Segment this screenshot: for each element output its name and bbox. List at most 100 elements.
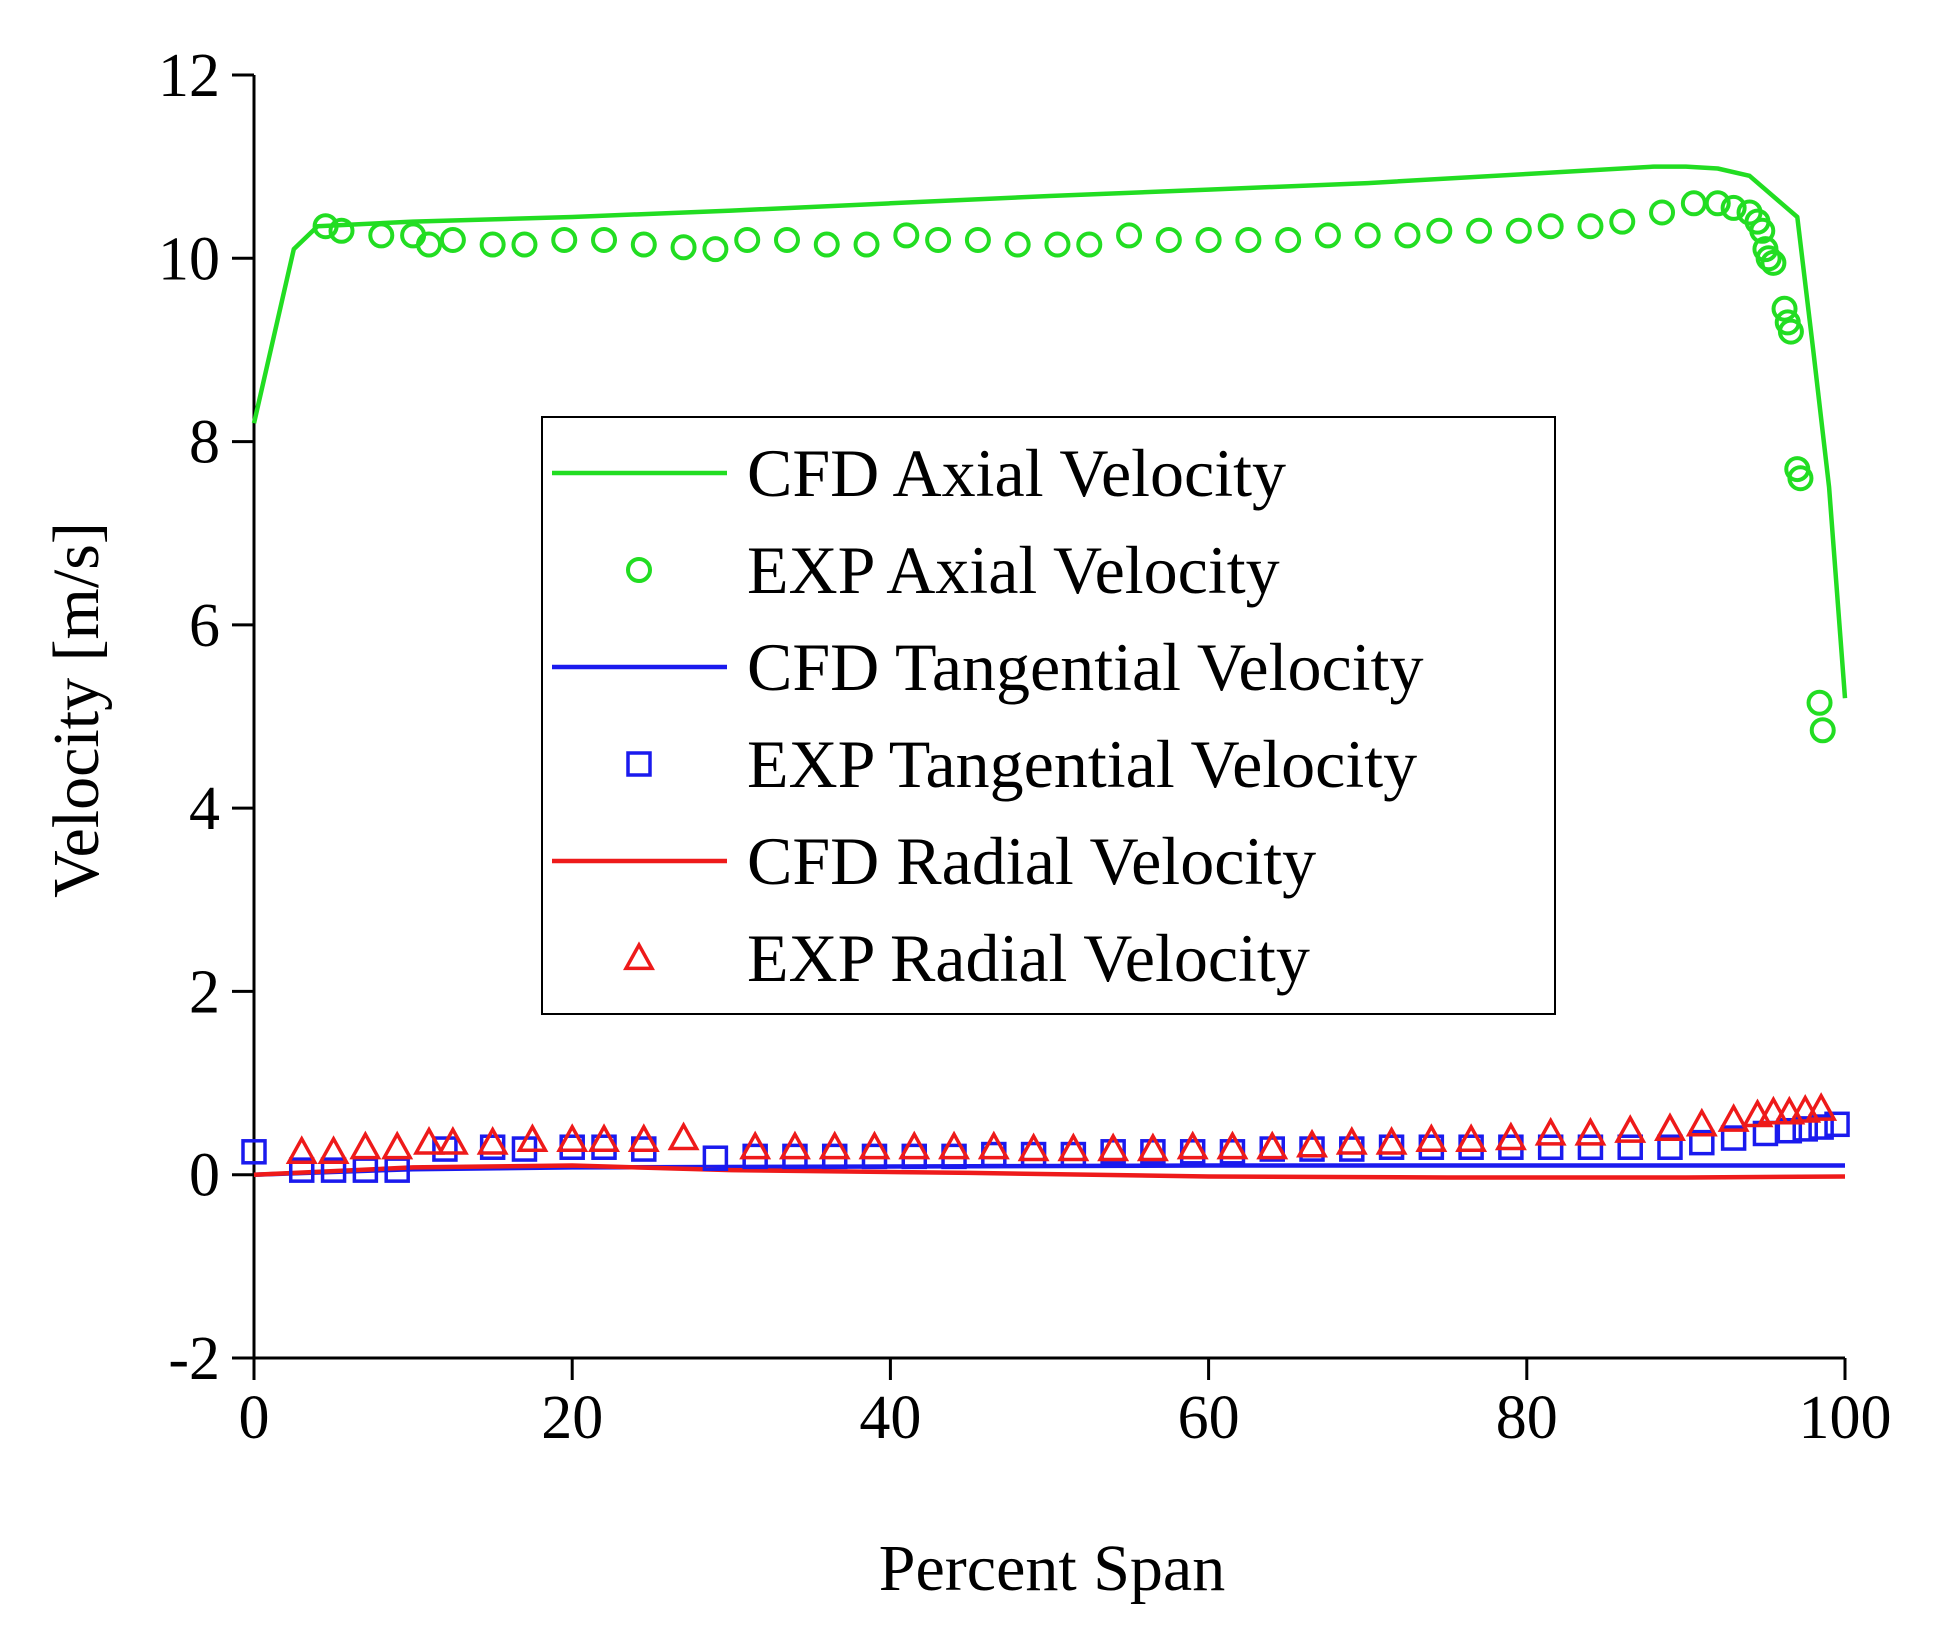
x-tick-label: 100 [1799,1384,1892,1452]
y-tick-label: 10 [158,225,220,293]
exp-tangential-velocity-point [1259,1136,1285,1162]
exp-axial-velocity-point [1195,226,1222,253]
exp-axial-velocity-point [630,231,657,258]
exp-tangential-velocity-point [702,1145,729,1171]
exp-radial-velocity-point [739,1130,772,1160]
exp-radial-velocity-point [627,1123,660,1153]
y-tick-label: 0 [189,1142,220,1210]
exp-axial-velocity-markers [312,190,1836,744]
exp-radial-velocity-point [858,1130,891,1160]
y-tick-label: 6 [189,592,220,660]
exp-axial-velocity-point [312,213,339,240]
exp-tangential-velocity-point [1776,1117,1803,1144]
exp-axial-velocity-point [1806,689,1833,716]
exp-axial-velocity-point [1787,465,1814,492]
exp-axial-velocity-point [1314,222,1341,249]
legend-label-cfd-radial-velocity: CFD Radial Velocity [747,823,1316,899]
exp-axial-velocity-point [1760,249,1787,276]
exp-axial-velocity-point [1749,217,1776,244]
exp-axial-velocity-point [1354,222,1381,249]
exp-axial-velocity-point [773,226,800,253]
exp-radial-velocity-point [317,1135,350,1164]
x-axis-title: Percent Span [879,1532,1225,1605]
cfd-radial-velocity-line [253,1163,1846,1180]
exp-radial-velocity-point [1375,1126,1408,1155]
x-tick-label: 80 [1496,1384,1558,1452]
cfd-axial-velocity-line [251,164,1848,699]
exp-axial-velocity-point [1609,208,1636,235]
exp-axial-velocity-point [1394,222,1421,249]
exp-axial-velocity-point [591,226,618,253]
exp-axial-velocity-point [1771,295,1798,322]
legend-swatch-exp-radial-velocity [623,941,655,971]
exp-radial-velocity-point [1097,1132,1130,1162]
exp-radial-velocity-point [1717,1103,1750,1132]
exp-tangential-velocity-point [479,1134,506,1160]
exp-tangential-velocity-point [1219,1139,1246,1165]
exp-radial-velocity-point [1256,1130,1289,1160]
exp-radial-velocity-point [1654,1112,1686,1142]
exp-axial-velocity-point [1720,194,1747,221]
exp-radial-velocity-point [1455,1123,1488,1153]
exp-axial-velocity-point [1505,217,1532,244]
exp-tangential-velocity-point [1657,1134,1683,1160]
exp-axial-velocity-point [1755,245,1782,272]
exp-axial-velocity-point [1426,217,1453,244]
exp-axial-velocity-point [1004,231,1031,258]
legend-swatch-exp-tangential-velocity [626,751,652,777]
exp-radial-velocity-markers [285,1092,1838,1164]
exp-radial-velocity-point [588,1123,620,1153]
exp-radial-velocity-point [1335,1126,1368,1155]
exp-tangential-velocity-point [1179,1139,1206,1165]
exp-axial-velocity-point [964,226,991,253]
exp-tangential-velocity-point [241,1139,267,1165]
legend-label-cfd-tangential-velocity: CFD Tangential Velocity [747,629,1423,705]
exp-axial-velocity-point [511,231,538,258]
exp-radial-velocity-point [1216,1130,1249,1160]
exp-axial-velocity-point [1680,190,1707,217]
exp-axial-velocity-point [1235,226,1262,253]
exp-axial-velocity-point [813,231,840,258]
x-tick-label: 40 [859,1384,921,1452]
exp-axial-velocity-point [1116,222,1143,249]
legend-swatch-exp-axial-velocity [626,557,652,583]
exp-tangential-velocity-point [1100,1139,1126,1165]
exp-axial-velocity-point [1537,213,1564,240]
exp-tangential-velocity-point [288,1157,315,1183]
exp-radial-velocity-point [1176,1130,1209,1160]
exp-radial-velocity-point [1757,1095,1790,1125]
exp-radial-velocity-point [1415,1123,1448,1153]
exp-axial-velocity-point [1649,199,1676,226]
exp-tangential-velocity-point [1808,1114,1834,1140]
exp-axial-velocity-point [1044,231,1071,258]
y-axis-title: Velocity [m/s] [40,522,113,898]
exp-radial-velocity-point [1136,1132,1169,1162]
exp-tangential-velocity-point [432,1136,458,1162]
exp-axial-velocity-point [1155,226,1182,253]
y-tick-label: -2 [168,1325,220,1393]
exp-radial-velocity-point [285,1135,318,1164]
y-tick-label: 8 [189,409,220,477]
exp-axial-velocity-point [1076,231,1103,258]
series-layer [241,164,1850,1183]
exp-tangential-velocity-point [1689,1129,1715,1156]
y-tick-label: 4 [189,775,220,843]
exp-axial-velocity-point [551,226,578,253]
exp-radial-velocity-point [667,1121,700,1151]
exp-axial-velocity-point [853,231,880,258]
legend-box [541,416,1556,1015]
x-tick-label: 20 [541,1384,603,1452]
exp-radial-velocity-point [977,1130,1010,1160]
exp-radial-velocity-point [413,1126,445,1155]
exp-axial-velocity-point [1577,213,1604,240]
exp-radial-velocity-point [349,1130,382,1160]
exp-radial-velocity-point [1296,1128,1328,1158]
exp-radial-velocity-point [1494,1121,1527,1151]
exp-axial-velocity-point [439,226,466,253]
exp-axial-velocity-point [1275,226,1302,253]
y-tick-label: 2 [189,958,220,1026]
exp-tangential-velocity-point [1792,1116,1818,1142]
legend-label-exp-axial-velocity: EXP Axial Velocity [747,532,1280,608]
exp-tangential-velocity-point [1824,1111,1850,1138]
